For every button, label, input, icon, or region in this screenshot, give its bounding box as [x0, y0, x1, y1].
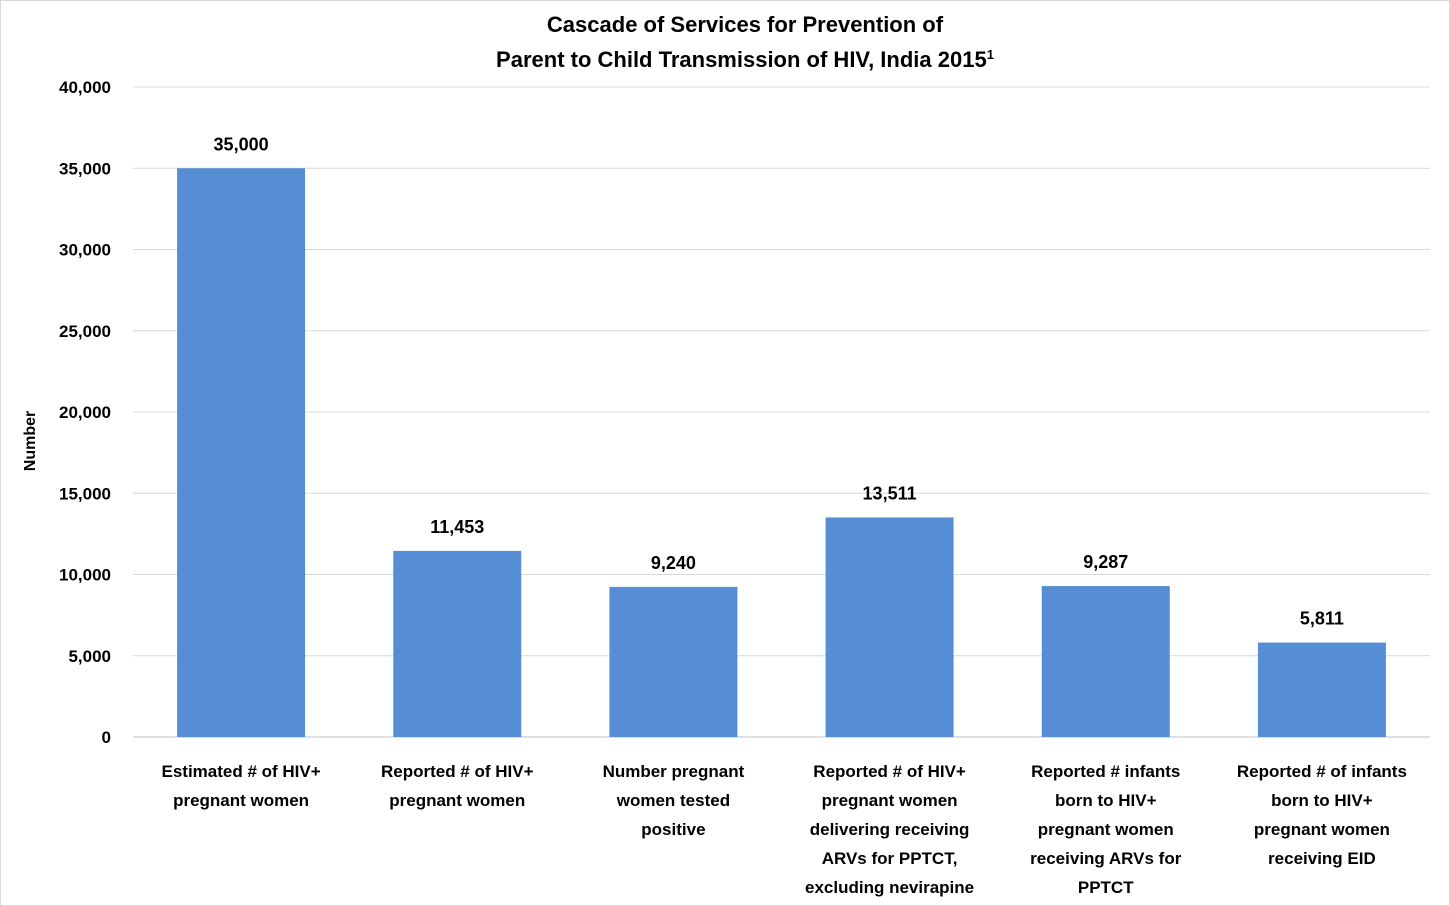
bar — [1257, 642, 1386, 737]
y-tick-label: 25,000 — [59, 322, 111, 341]
bars — [177, 168, 1386, 737]
x-category-label-line: Reported # infants — [1031, 762, 1180, 781]
bar — [393, 550, 522, 737]
y-axis-ticks: 0 5,000 10,000 15,000 20,000 25,000 30,000 35,0… — [59, 78, 111, 747]
x-category-label-line: Reported # of HIV+ — [381, 762, 534, 781]
y-tick-label: 10,000 — [59, 566, 111, 585]
x-category-label-line: pregnant women — [173, 791, 309, 810]
x-category-label-line: women tested — [616, 791, 730, 810]
chart-title-line-2: Parent to Child Transmission of HIV, Ind… — [496, 47, 994, 72]
x-category-label: Reported # of HIV+ pregnant women — [381, 762, 534, 810]
bar — [825, 517, 954, 737]
y-tick-label: 30,000 — [59, 241, 111, 260]
y-tick-label: 40,000 — [59, 78, 111, 97]
y-tick-label: 15,000 — [59, 484, 111, 503]
x-axis-categories: Estimated # of HIV+ pregnant womenReporte… — [161, 762, 1406, 897]
bar — [609, 586, 738, 737]
x-category-label-line: Estimated # of HIV+ — [161, 762, 320, 781]
y-tick-label: 5,000 — [68, 647, 111, 666]
y-tick-label: 20,000 — [59, 403, 111, 422]
x-category-label: Estimated # of HIV+ pregnant women — [161, 762, 320, 810]
chart-title-line-1: Cascade of Services for Prevention of — [547, 12, 944, 37]
x-category-label: Reported # of infants born to HIV+ pregnan… — [1237, 762, 1407, 868]
x-category-label: Reported # infants born to HIV+ pregnant w… — [1030, 762, 1182, 897]
x-category-label-line: delivering receiving — [810, 820, 970, 839]
x-category-label-line: pregnant women — [389, 791, 525, 810]
x-category-label-line: pregnant women — [822, 791, 958, 810]
x-category-label-line: born to HIV+ — [1055, 791, 1157, 810]
x-category-label-line: Reported # of infants — [1237, 762, 1407, 781]
x-category-label-line: Reported # of HIV+ — [813, 762, 966, 781]
data-label: 35,000 — [214, 134, 269, 154]
x-category-label-line: pregnant women — [1038, 820, 1174, 839]
data-label: 11,453 — [430, 517, 484, 537]
bar — [1041, 586, 1170, 737]
data-label: 9,287 — [1083, 552, 1128, 572]
y-axis-label: Number — [22, 411, 39, 471]
title-footnote: 1 — [987, 47, 994, 62]
y-tick-label: 0 — [102, 728, 111, 747]
bar — [177, 168, 306, 737]
x-category-label-line: excluding nevirapine — [805, 878, 974, 897]
x-category-label-line: born to HIV+ — [1271, 791, 1373, 810]
data-labels: 35,000 11,453 9,240 13,511 9,287 5,811 — [214, 134, 1344, 628]
x-category-label-line: receiving ARVs for — [1030, 849, 1182, 868]
x-category-label-line: ARVs for PPTCT, — [822, 849, 958, 868]
x-category-label-line: PPTCT — [1078, 878, 1134, 897]
x-category-label-line: positive — [641, 820, 705, 839]
x-category-label: Number pregnant women tested positive — [603, 762, 745, 839]
x-category-label-line: pregnant women — [1254, 820, 1390, 839]
chart-title-line-2-text: Parent to Child Transmission of HIV, Ind… — [496, 47, 987, 72]
data-label: 9,240 — [651, 553, 696, 573]
gridlines — [133, 86, 1430, 738]
data-label: 5,811 — [1300, 609, 1344, 629]
x-category-label: Reported # of HIV+ pregnant women deliveri… — [805, 762, 974, 897]
x-category-label-line: receiving EID — [1268, 849, 1376, 868]
x-category-label-line: Number pregnant — [603, 762, 745, 781]
y-tick-label: 35,000 — [59, 159, 111, 178]
data-label: 13,511 — [863, 483, 917, 503]
